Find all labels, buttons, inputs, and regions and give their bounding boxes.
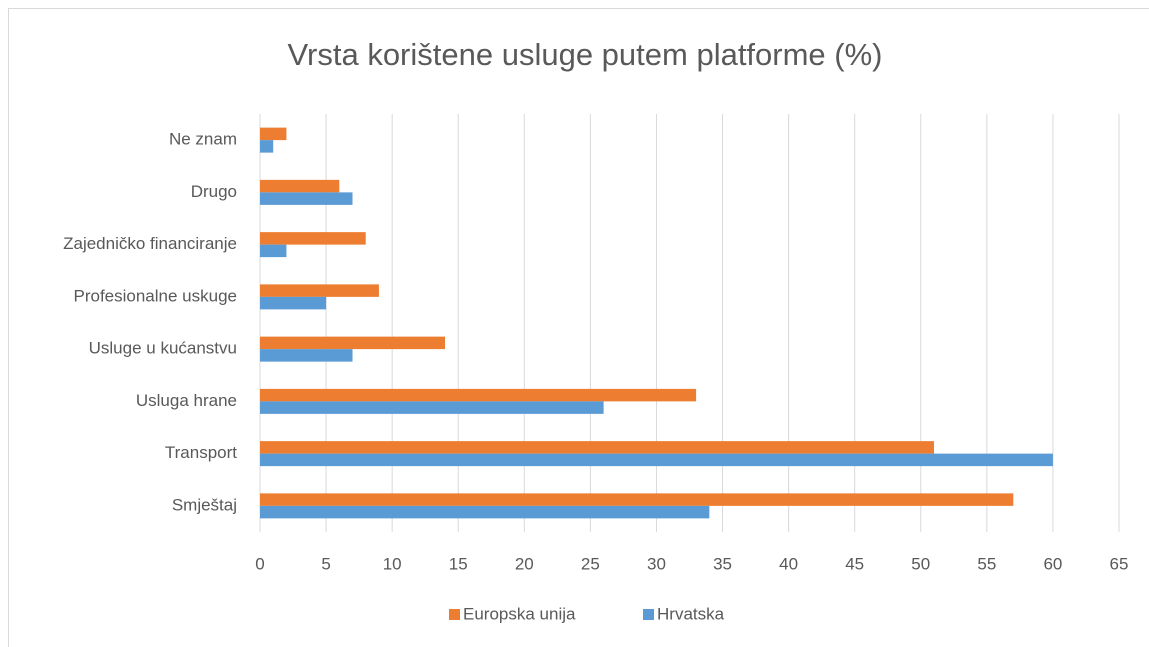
bar [260,493,1014,506]
legend-label: Hrvatska [657,604,725,623]
x-tick-label: 50 [911,554,930,573]
bar [260,388,697,402]
x-tick-label: 20 [515,554,534,573]
y-tick-label: Usluga hrane [136,391,237,410]
legend-swatch [449,609,460,620]
legend-swatch [643,609,654,620]
bar [260,284,379,297]
x-tick-label: 5 [321,554,330,573]
bar [260,127,287,141]
x-tick-label: 60 [1043,554,1062,573]
bar [260,336,446,350]
bar [260,140,274,153]
bar [260,505,710,519]
x-tick-label: 25 [581,554,600,573]
y-tick-label: Smještaj [172,495,237,514]
bar [260,179,340,193]
x-tick-label: 55 [977,554,996,573]
bar [260,401,604,414]
bar [260,296,327,310]
x-tick-label: 15 [449,554,468,573]
bar [260,453,1053,467]
x-tick-label: 65 [1110,554,1129,573]
chart-border [8,8,1149,647]
x-tick-label: 35 [713,554,732,573]
y-tick-label: Usluge u kućanstvu [89,339,237,358]
y-tick-label: Zajedničko financiranje [63,234,237,253]
x-tick-label: 30 [647,554,666,573]
y-tick-label: Transport [165,443,237,462]
bar [260,192,353,205]
y-tick-label: Profesionalne uskuge [73,286,237,305]
bar [260,244,287,258]
bar [260,349,353,362]
x-tick-label: 0 [255,554,264,573]
chart-title: Vrsta korištene usluge putem platforme (… [288,37,883,72]
legend-label: Europska unija [463,604,576,623]
x-tick-label: 45 [845,554,864,573]
bar [260,441,934,454]
y-tick-label: Drugo [191,182,237,201]
y-tick-label: Ne znam [169,130,237,149]
bar [260,232,366,245]
x-tick-label: 10 [383,554,402,573]
x-tick-label: 40 [779,554,798,573]
